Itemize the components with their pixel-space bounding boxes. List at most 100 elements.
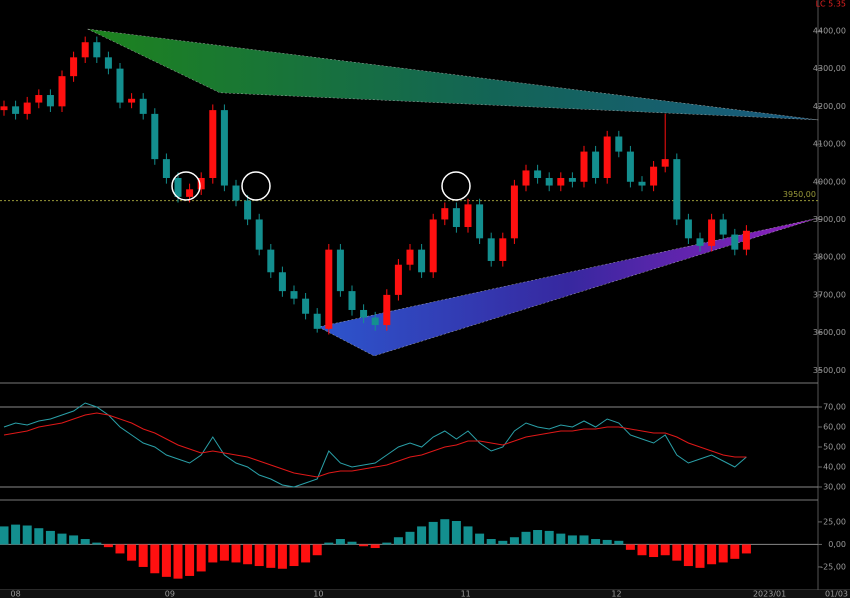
plot: 3950,00 3500,00 3600,00 3700,00 3800,00 3900,… [0, 26, 846, 598]
histogram-bar [161, 544, 171, 577]
candle-body [684, 219, 692, 239]
histogram-bar [591, 539, 601, 545]
candle-body [522, 170, 530, 186]
candle-body [151, 113, 159, 160]
histogram-bar [451, 521, 461, 545]
histogram-bar [80, 539, 90, 545]
candle-body [93, 42, 101, 58]
x-tick-label: 2023/01 [753, 590, 786, 598]
candle-body [499, 238, 507, 261]
histogram-bar [312, 544, 322, 556]
histogram-bar [625, 544, 635, 550]
date-strip [0, 590, 850, 598]
candle-body [209, 110, 217, 178]
candle-body [452, 208, 460, 228]
histogram-bar [57, 533, 67, 545]
candle-body [12, 106, 20, 114]
candle-body [278, 272, 286, 292]
candle-body [186, 189, 194, 197]
y-tick-label: 4100,00 [813, 140, 846, 149]
candle-body [545, 177, 553, 186]
y-tick-label: 4300,00 [813, 64, 846, 73]
histogram-bar [138, 544, 148, 567]
y-tick-label: 30,00 [823, 483, 846, 492]
x-tick-label: 08 [11, 590, 21, 598]
candle-body [406, 249, 414, 265]
candle-body [197, 177, 205, 190]
histogram-bar [69, 535, 79, 545]
x-tick-label: 11 [461, 590, 471, 598]
histogram-bar [0, 526, 9, 545]
y-tick-label: 50,00 [823, 443, 846, 452]
histogram-bar [683, 544, 693, 567]
histogram-bar [324, 542, 334, 545]
histogram-bar [289, 544, 299, 567]
histogram-bar [544, 530, 554, 545]
candle-body [476, 204, 484, 239]
histogram-bar [115, 544, 125, 554]
histogram-bar [521, 531, 531, 545]
histogram-bar [428, 521, 438, 545]
candle-body [371, 317, 379, 326]
histogram-bar [34, 528, 44, 545]
histogram-bar [254, 544, 264, 567]
y-tick-label: -25,00 [820, 562, 846, 571]
y-tick-label: 25,00 [823, 517, 846, 526]
histogram-bar [243, 544, 253, 565]
candle-body [313, 313, 321, 329]
histogram-bar [730, 544, 740, 559]
y-tick-label: 3500,00 [813, 366, 846, 375]
trend-triangle [87, 28, 819, 121]
y-tick-label: 3600,00 [813, 328, 846, 337]
x-tick-label: 10 [313, 590, 323, 598]
candle-body [394, 264, 402, 295]
cursor-date: 01/03 [825, 590, 848, 598]
y-tick-label: 3900,00 [813, 215, 846, 224]
histogram-bar [498, 540, 508, 545]
y-tick-label: 40,00 [823, 463, 846, 472]
candle-body [487, 238, 495, 261]
indicator-line [3, 402, 747, 488]
histogram-bar [127, 544, 137, 561]
histogram-bar [185, 544, 195, 576]
candle-body [0, 106, 8, 111]
candle-body [348, 291, 356, 310]
histogram-bar [463, 526, 473, 545]
highlight-circle [171, 171, 201, 201]
y-tick-label: 4200,00 [813, 102, 846, 111]
histogram-bar [231, 544, 241, 563]
y-tick-label: 60,00 [823, 423, 846, 432]
histogram-bar [335, 539, 345, 545]
candle-body [650, 166, 658, 186]
candle-body [174, 177, 182, 197]
histogram-bar [707, 544, 717, 565]
indicator-line [3, 412, 747, 478]
candle-body [592, 151, 600, 178]
histogram-bar [637, 544, 647, 556]
candle-body [128, 98, 136, 103]
candle-body [429, 219, 437, 273]
histogram-bar [370, 544, 380, 549]
candle-body [46, 95, 54, 107]
candle-body [742, 230, 750, 250]
price-line-label: 3950,00 [783, 190, 816, 199]
histogram-bar [556, 533, 566, 545]
candle-body [557, 177, 565, 186]
histogram-bar [347, 541, 357, 545]
histogram-bar [208, 544, 218, 563]
histogram-bar [150, 544, 160, 574]
y-tick-label: 0,00 [828, 540, 846, 549]
candle-body [220, 110, 228, 186]
histogram-bar [173, 544, 183, 579]
histogram-bar [11, 524, 21, 545]
histogram-bar [486, 539, 496, 545]
candle-body [580, 151, 588, 182]
histogram-bar [92, 542, 102, 545]
candle-body [302, 298, 310, 314]
candle-body [104, 57, 112, 69]
histogram-bar [567, 535, 577, 545]
histogram-bar [219, 544, 229, 561]
trend-triangle [317, 217, 819, 357]
candle-body [638, 181, 646, 186]
